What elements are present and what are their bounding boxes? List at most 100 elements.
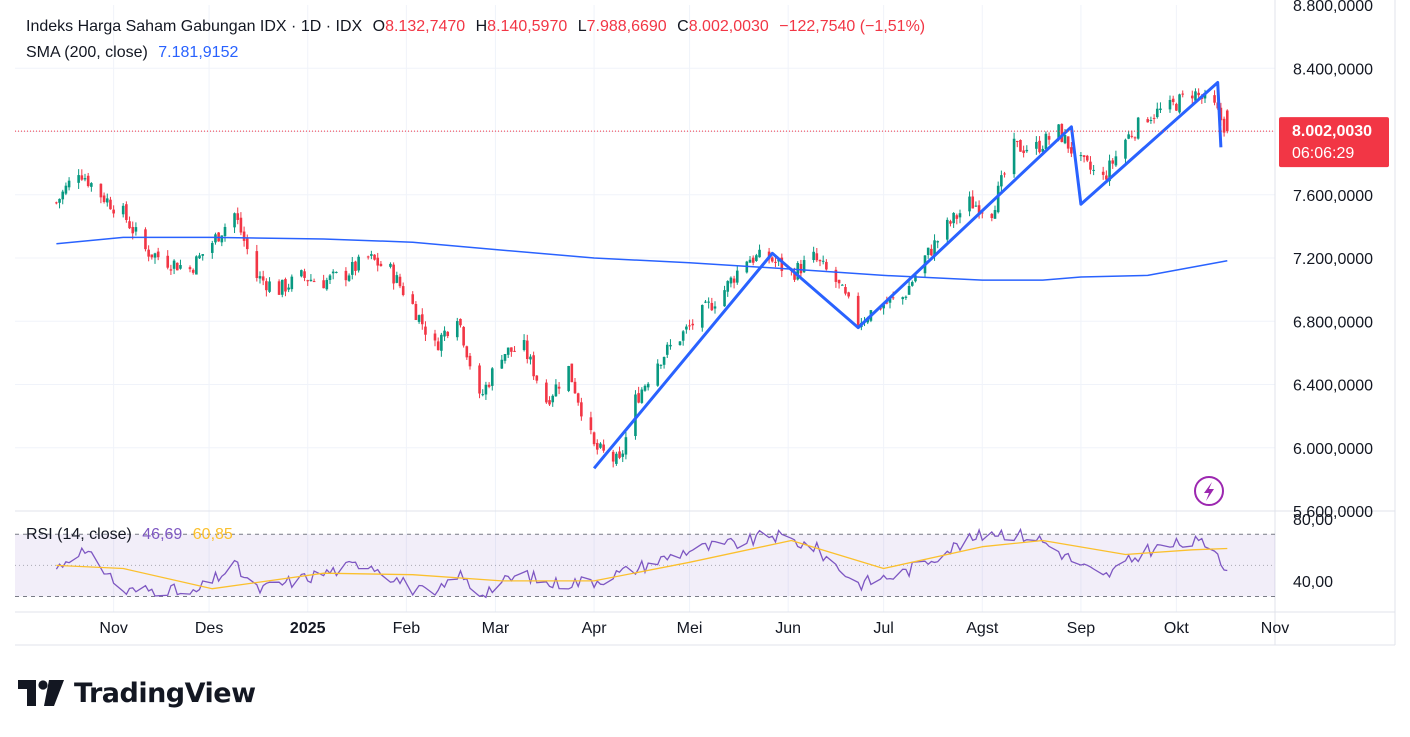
candle — [665, 342, 669, 359]
candle — [955, 213, 959, 225]
price-badge[interactable] — [1279, 117, 1389, 168]
candle — [968, 191, 971, 217]
candle — [1092, 165, 1095, 176]
candle — [446, 331, 450, 339]
candle — [347, 273, 351, 282]
candle — [1047, 132, 1051, 145]
candle — [551, 394, 555, 407]
candle — [729, 276, 733, 288]
candle — [179, 259, 182, 270]
candle — [233, 212, 236, 234]
candle — [599, 442, 602, 449]
time-tick-label: Apr — [582, 620, 608, 637]
candle — [105, 193, 109, 207]
candle — [392, 262, 395, 290]
candle — [455, 317, 459, 341]
candle — [210, 240, 214, 259]
price-tick-label: 6.400,0000 — [1293, 378, 1373, 395]
candle — [389, 262, 392, 269]
candle — [735, 265, 739, 285]
candle — [58, 198, 61, 209]
candle — [195, 255, 198, 275]
legend-rsi[interactable]: RSI (14, close) 46,69 60,85 — [26, 526, 239, 544]
candle — [506, 347, 510, 358]
candle — [710, 297, 714, 312]
candle — [993, 205, 997, 219]
candle — [255, 244, 259, 282]
symbol-title[interactable]: Indeks Harga Saham Gabungan IDX · 1D · I… — [26, 18, 363, 35]
candle — [1082, 155, 1086, 163]
low-value: 7.988,6690 — [586, 18, 667, 35]
candle — [1070, 142, 1073, 158]
candle — [834, 266, 838, 288]
candle — [83, 173, 87, 182]
candle — [303, 268, 306, 282]
candle — [309, 274, 313, 282]
candle — [1178, 93, 1181, 114]
candle — [490, 367, 494, 391]
candle — [443, 326, 446, 341]
candle — [624, 432, 628, 460]
candle — [535, 375, 539, 384]
candle — [637, 386, 640, 404]
candle — [691, 319, 695, 330]
candle — [440, 332, 443, 357]
candle — [201, 254, 205, 261]
chart-root[interactable]: 5.600,0000 6.000,0000 6.400,0000 6.800,0000… — [0, 0, 1410, 660]
sma-line — [56, 236, 1228, 281]
candle — [436, 337, 440, 351]
candle — [930, 244, 933, 257]
candle — [465, 345, 469, 360]
candle — [500, 354, 504, 369]
candle — [844, 284, 847, 296]
candle — [1133, 136, 1137, 141]
rsi-tick-label: 80,00 — [1293, 512, 1333, 529]
candle — [261, 270, 265, 286]
candle — [328, 273, 332, 284]
candle — [793, 267, 796, 282]
pattern-line — [592, 81, 1223, 470]
candle — [1022, 145, 1025, 158]
candle — [1044, 131, 1048, 150]
rsi-value: 46,69 — [142, 526, 183, 543]
candle — [745, 260, 749, 274]
candle — [510, 347, 513, 357]
open-label: O — [372, 18, 386, 35]
candle — [325, 277, 329, 291]
tradingview-logo[interactable]: TradingView — [18, 676, 256, 710]
candle — [344, 267, 348, 287]
candle — [322, 274, 325, 289]
candle — [1155, 102, 1159, 119]
candle — [529, 354, 532, 365]
candle — [1222, 116, 1226, 137]
candle — [1149, 116, 1153, 124]
chart-canvas[interactable]: 5.600,0000 6.000,0000 6.400,0000 6.800,0000… — [0, 0, 1410, 660]
candle — [611, 449, 615, 468]
candle — [1127, 130, 1130, 140]
candle — [280, 279, 284, 298]
candle — [191, 268, 195, 275]
candle — [840, 283, 844, 286]
candle — [1060, 123, 1064, 143]
candle — [774, 256, 777, 268]
candle — [398, 273, 402, 289]
candle — [770, 256, 774, 263]
candle — [602, 439, 605, 453]
candle — [1015, 140, 1019, 148]
candle — [411, 291, 415, 305]
candle — [357, 254, 360, 273]
candle — [532, 351, 535, 380]
price-tick-label: 8.800,0000 — [1293, 0, 1373, 15]
candle — [277, 279, 281, 295]
time-tick-label: Jun — [775, 620, 801, 637]
candle — [1175, 102, 1178, 111]
candle — [366, 255, 370, 260]
candle — [589, 411, 593, 435]
candle — [1105, 170, 1108, 182]
candle — [331, 269, 335, 280]
candle — [595, 439, 599, 455]
candle — [462, 326, 465, 348]
legend-sma[interactable]: SMA (200, close) 7.181,9152 — [26, 44, 244, 62]
candle — [700, 304, 704, 332]
candle — [688, 319, 691, 331]
